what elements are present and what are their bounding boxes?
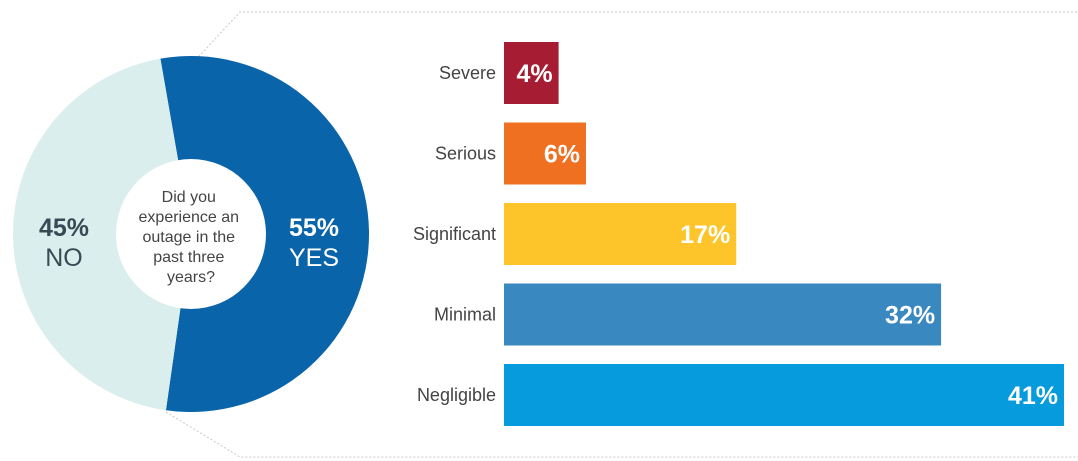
connector-line-bottom [165, 411, 1078, 458]
value-label-severe: 4% [516, 60, 552, 88]
category-label-severe: Severe [439, 63, 496, 83]
category-label-serious: Serious [435, 144, 496, 164]
bar-severe [504, 42, 559, 104]
severity-bar-chart: Severe 4% Serious 6% Significant 17% Minimal 32… [413, 42, 1064, 426]
value-label-significant: 17% [680, 221, 730, 249]
slice-no-percent: 45% [39, 214, 89, 242]
center-line-2: experience an [139, 209, 240, 226]
category-label-significant: Significant [413, 224, 496, 244]
donut-chart: Did you experience an outage in the past… [13, 55, 370, 412]
donut-center-question: Did you experience an outage in the past… [139, 189, 244, 286]
donut-hole [116, 159, 266, 309]
donut-slice-no [13, 58, 191, 411]
center-line-5: years? [167, 269, 215, 286]
category-label-negligible: Negligible [417, 385, 496, 405]
slice-yes-label: YES [289, 244, 339, 272]
bar-serious [504, 122, 586, 185]
center-line-3: outage in the [143, 229, 236, 246]
bar-negligible [504, 364, 1064, 426]
bar-minimal [504, 283, 942, 346]
category-label-minimal: Minimal [434, 305, 496, 325]
center-line-4: past three [153, 249, 224, 266]
slice-yes-percent: 55% [289, 214, 339, 242]
center-line-1: Did you [162, 189, 216, 206]
connector-line-top [165, 11, 1078, 93]
value-label-negligible: 41% [1008, 382, 1058, 410]
bar-significant [504, 203, 737, 265]
value-label-minimal: 32% [885, 302, 935, 330]
value-label-serious: 6% [544, 141, 580, 169]
slice-no-label: NO [45, 244, 83, 272]
